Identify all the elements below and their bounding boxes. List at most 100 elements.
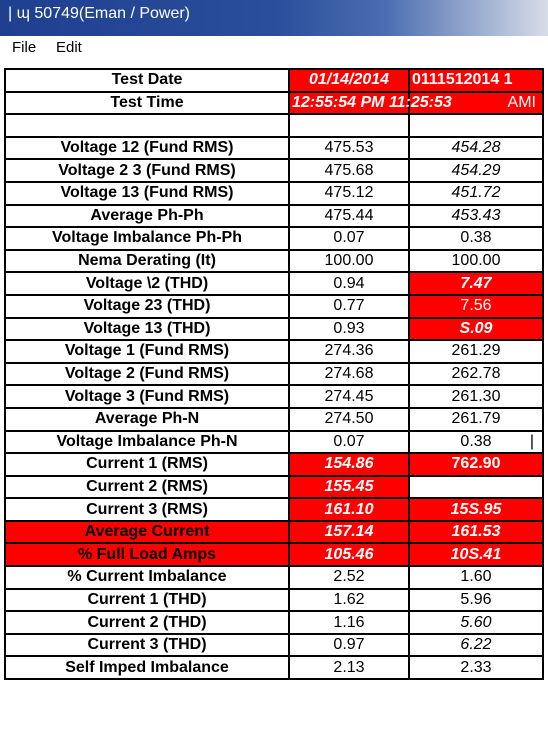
row-label: Test Date xyxy=(4,68,290,93)
row-value-2: 6.22 xyxy=(408,632,544,658)
row-value-2: 15S.95 xyxy=(408,497,544,522)
table-row: Voltage Imbalance Ph-Ph 0.07 0.38 xyxy=(4,226,544,251)
row-value-1: 154.86 xyxy=(288,452,410,477)
row-value-1: 2.52 xyxy=(288,565,410,590)
table-row: Average Current 157.14 161.53 xyxy=(4,519,544,545)
table-row: Current 2 (THD) 1.16 5.60 xyxy=(4,610,544,635)
row-label: Test Time xyxy=(4,90,290,116)
table-row: % Full Load Amps 105.46 10S.41 xyxy=(4,542,544,568)
row-label: Voltage 2 (Fund RMS) xyxy=(4,361,290,387)
row-value-1: 0.97 xyxy=(288,632,410,658)
title-bar: | ɰ 50749(Eman / Power) xyxy=(0,0,548,36)
row-value-2: 1.60 xyxy=(408,565,544,590)
row-value-2 xyxy=(408,474,544,500)
row-label: Voltage 13 (THD) xyxy=(4,316,290,342)
row-value-1: 2.13 xyxy=(288,655,410,681)
row-value-2: 2.33 xyxy=(408,655,544,681)
table-row: Voltage \2 (THD) 0.94 7.47 xyxy=(4,271,544,296)
row-label: Voltage 23 (THD) xyxy=(4,293,290,319)
row-value-2: AMI xyxy=(408,90,544,116)
table-row: Average Ph-Ph 475.44 453.43 xyxy=(4,203,544,229)
row-value-1: 1.16 xyxy=(288,610,410,635)
row-value-2: 7.47 xyxy=(408,271,544,296)
row-value-2 xyxy=(408,113,544,138)
row-label: Voltage 12 (Fund RMS) xyxy=(4,135,290,161)
row-value-1: 0.93 xyxy=(288,316,410,342)
row-value-1: 0.94 xyxy=(288,271,410,296)
row-value-2: 100.00 xyxy=(408,248,544,274)
table-row: Voltage 1 (Fund RMS) 274.36 261.29 xyxy=(4,339,544,364)
row-value-2: 454.28 xyxy=(408,135,544,161)
row-value-1: 475.53 xyxy=(288,135,410,161)
text-cursor: | xyxy=(529,432,534,450)
row-label: Current 2 (THD) xyxy=(4,610,290,635)
row-label: Average Ph-N xyxy=(4,406,290,432)
row-label: Voltage 3 (Fund RMS) xyxy=(4,384,290,409)
table-row: Voltage 2 3 (Fund RMS) 475.68 454.29 xyxy=(4,158,544,183)
table-row: Voltage 12 (Fund RMS) 475.53 454.28 xyxy=(4,135,544,161)
row-value-1: 274.45 xyxy=(288,384,410,409)
row-value-1: 155.45 xyxy=(288,474,410,500)
row-value-2: 261.30 xyxy=(408,384,544,409)
row-value-2: 161.53 xyxy=(408,519,544,545)
table-row xyxy=(4,113,544,138)
table-row: Average Ph-N 274.50 261.79 xyxy=(4,406,544,432)
table-row: Self Imped Imbalance 2.13 2.33 xyxy=(4,655,544,681)
row-label: Average Current xyxy=(4,519,290,545)
row-value-2: 0.38 xyxy=(460,432,492,450)
test-results-table: Test Date 01/14/2014 0111512014 1 Test T… xyxy=(4,68,544,681)
menu-file[interactable]: File xyxy=(12,39,37,56)
row-value-2: 0111512014 1 xyxy=(408,68,544,93)
row-value-1: 0.07 xyxy=(288,226,410,251)
table-row: Nema Derating (It) 100.00 100.00 xyxy=(4,248,544,274)
row-value-2-cell: 0.38 | xyxy=(408,429,544,455)
table-row: Voltage 13 (THD) 0.93 S.09 xyxy=(4,316,544,342)
row-value-1: 475.68 xyxy=(288,158,410,183)
row-value-1: 0.77 xyxy=(288,293,410,319)
table-row: Voltage 13 (Fund RMS) 475.12 451.72 xyxy=(4,180,544,206)
row-value-2: 262.78 xyxy=(408,361,544,387)
row-value-1: 12:55:54 PM 11:25:53 xyxy=(288,90,452,116)
row-label: Voltage \2 (THD) xyxy=(4,271,290,296)
table-row: Current 1 (THD) 1.62 5.96 xyxy=(4,587,544,613)
menu-edit[interactable]: Edit xyxy=(56,39,82,56)
row-value-1: 105.46 xyxy=(288,542,410,568)
row-label: % Full Load Amps xyxy=(4,542,290,568)
row-label: % Current Imbalance xyxy=(4,565,290,590)
row-value-1: 1.62 xyxy=(288,587,410,613)
row-value-1: 274.36 xyxy=(288,339,410,364)
table-row: Current 1 (RMS) 154.86 762.90 xyxy=(4,452,544,477)
row-value-1: 161.10 xyxy=(288,497,410,522)
row-value-1: 475.12 xyxy=(288,180,410,206)
row-label: Voltage Imbalance Ph-Ph xyxy=(4,226,290,251)
row-value-1: 157.14 xyxy=(288,519,410,545)
menu-bar: File Edit xyxy=(0,36,548,62)
row-value-2: 762.90 xyxy=(408,452,544,477)
row-value-1: 100.00 xyxy=(288,248,410,274)
row-value-2: 261.29 xyxy=(408,339,544,364)
row-label: Nema Derating (It) xyxy=(4,248,290,274)
table-row: Voltage 3 (Fund RMS) 274.45 261.30 xyxy=(4,384,544,409)
table-row: Current 3 (RMS) 161.10 15S.95 xyxy=(4,497,544,522)
row-label: Current 2 (RMS) xyxy=(4,474,290,500)
table-row: Voltage 23 (THD) 0.77 7.56 xyxy=(4,293,544,319)
table-row: Voltage Imbalance Ph-N 0.07 0.38 | xyxy=(4,429,544,455)
row-label: Current 1 (THD) xyxy=(4,587,290,613)
row-value-1 xyxy=(288,113,410,138)
row-label: Voltage Imbalance Ph-N xyxy=(4,429,290,455)
row-value-2: 5.96 xyxy=(408,587,544,613)
row-label: Voltage 2 3 (Fund RMS) xyxy=(4,158,290,183)
row-value-1: 475.44 xyxy=(288,203,410,229)
row-value-2: S.09 xyxy=(408,316,544,342)
row-value-2: 454.29 xyxy=(408,158,544,183)
table-row: Current 2 (RMS) 155.45 xyxy=(4,474,544,500)
row-value-1: 0.07 xyxy=(288,429,410,455)
row-label xyxy=(4,113,290,138)
window-title: | ɰ 50749(Eman / Power) xyxy=(8,5,191,22)
row-label: Average Ph-Ph xyxy=(4,203,290,229)
row-label: Voltage 13 (Fund RMS) xyxy=(4,180,290,206)
row-value-1: 274.50 xyxy=(288,406,410,432)
table-row: Test Time 12:55:54 PM 11:25:53 AMI xyxy=(4,90,544,116)
row-value-2: 453.43 xyxy=(408,203,544,229)
row-value-1: 274.68 xyxy=(288,361,410,387)
